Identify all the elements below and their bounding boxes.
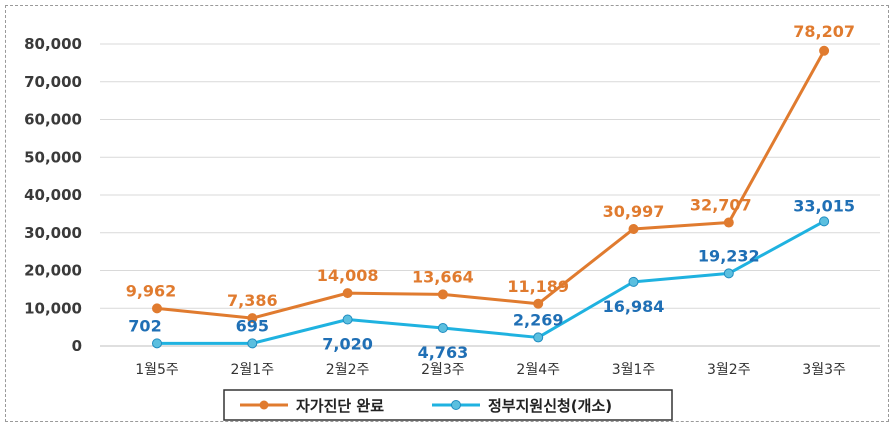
y-tick-label: 40,000: [24, 186, 82, 204]
legend-swatch-marker-1: [451, 400, 461, 410]
y-tick-label: 30,000: [24, 224, 82, 242]
y-tick-label: 20,000: [24, 262, 82, 280]
series-line-0: [156, 50, 826, 320]
x-tick-label: 2월2주: [326, 362, 370, 378]
x-tick-label: 2월4주: [516, 362, 560, 378]
series-1-data-label: 33,015: [793, 196, 855, 215]
series-1-point: [342, 314, 353, 325]
series-0-point: [342, 288, 353, 299]
series-1-data-label: 2,269: [513, 310, 564, 329]
series-1-point: [247, 338, 258, 349]
series-0-point: [819, 45, 830, 56]
series-1-point: [819, 216, 830, 227]
series-0-data-label: 9,962: [126, 281, 177, 300]
series-0-point: [437, 289, 448, 300]
series-0-data-label: 7,386: [227, 291, 278, 310]
series-line-1: [156, 220, 825, 345]
series-1-point: [723, 268, 734, 279]
legend-label-1: 정부지원신청(개소): [488, 397, 612, 415]
x-tick-label: 3월1주: [612, 362, 656, 378]
legend: 자가진단 완료 정부지원신청(개소): [223, 389, 673, 421]
series-1-point: [533, 332, 544, 343]
series-1-data-label: 16,984: [603, 297, 665, 316]
x-axis: 1월5주 2월1주 2월2주 2월3주 2월4주 3월1주 3월2주 3월3주: [100, 345, 880, 378]
x-tick-label: 2월3주: [421, 362, 465, 378]
series-1-data-label: 19,232: [698, 246, 760, 265]
y-tick-label: 0: [72, 337, 82, 355]
series-0-data-label: 30,997: [603, 202, 665, 221]
series-0-point: [628, 223, 639, 234]
series-1-point: [437, 323, 448, 334]
series-0-data-label: 32,707: [690, 196, 752, 215]
series-0-data-label: 14,008: [317, 266, 379, 285]
x-tick-label: 1월5주: [135, 362, 179, 378]
series-0-data-label: 13,664: [412, 267, 474, 286]
series-0-point: [533, 298, 544, 309]
legend-swatch-marker-0: [259, 400, 269, 410]
x-tick-label: 3월2주: [707, 362, 751, 378]
series-0-data-label: 78,207: [793, 22, 855, 41]
x-tick-label: 2월1주: [231, 362, 275, 378]
series-1-data-label: 7,020: [322, 334, 373, 353]
series-0-data-label: 11,189: [507, 277, 569, 296]
series-1-point: [628, 276, 639, 287]
y-axis: 0 10,000 20,000 30,000 40,000 50,000 60,000 70,…: [24, 35, 82, 355]
y-tick-label: 10,000: [24, 299, 82, 317]
series-1-data-label: 4,763: [418, 343, 469, 362]
series-1-data-label: 695: [236, 316, 269, 335]
series-1-data-label: 702: [128, 316, 161, 335]
chart-frame: [5, 5, 889, 422]
series-0-point: [152, 303, 162, 314]
y-tick-label: 60,000: [24, 111, 82, 129]
y-tick-label: 50,000: [24, 148, 82, 166]
y-tick-label: 80,000: [24, 35, 82, 53]
x-tick-label: 3월3주: [802, 362, 846, 378]
series-group: [152, 45, 830, 349]
series-1-point: [152, 338, 162, 349]
data-labels: 9,962 7,386 14,008 13,664 11,189 30,997 32,707…: [126, 22, 855, 362]
legend-label-0: 자가진단 완료: [296, 397, 384, 415]
series-0-point: [723, 217, 734, 228]
series-0-point: [247, 313, 258, 324]
gridlines: [100, 43, 880, 309]
y-tick-label: 70,000: [24, 73, 82, 91]
